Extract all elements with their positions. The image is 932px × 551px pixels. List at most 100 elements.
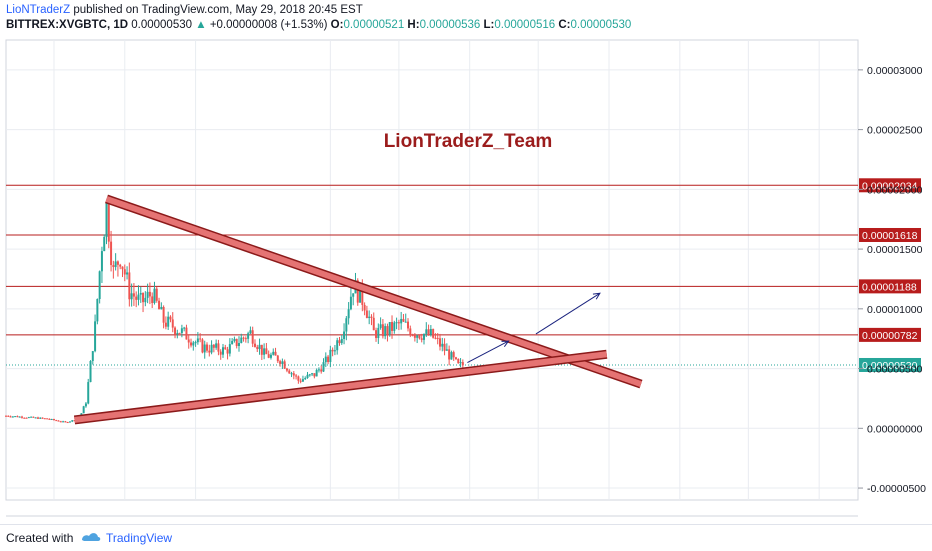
- y-tick-label: -0.00000500: [867, 483, 926, 495]
- candle-up: [423, 333, 426, 340]
- candle-down: [276, 355, 279, 362]
- candle-down: [253, 343, 256, 347]
- candle-down: [331, 349, 334, 352]
- candle-down: [7, 415, 10, 417]
- candle-up: [306, 374, 309, 378]
- candle-down: [235, 338, 238, 347]
- x-tick-label: Oct: [740, 523, 756, 524]
- price-chart[interactable]: 0.00002034 0.00001618 0.00001188 0.00000782…: [0, 36, 932, 524]
- y-axis[interactable]: 0.00003000 0.00002500 0.00002000 0.00001500…: [858, 65, 926, 495]
- candle-up: [203, 344, 206, 353]
- close-label: C:: [558, 19, 571, 31]
- candle-down: [279, 361, 282, 364]
- tradingview-brand[interactable]: TradingView: [106, 531, 173, 545]
- candle-up: [126, 272, 129, 275]
- candle-up: [304, 377, 307, 380]
- candle-up: [103, 237, 106, 252]
- candle-up: [429, 329, 432, 335]
- candle-down: [107, 202, 110, 242]
- candle-up: [281, 361, 284, 364]
- candle-down: [454, 357, 457, 359]
- candle-up: [324, 356, 327, 363]
- candle-down: [36, 417, 39, 419]
- candle-down: [285, 368, 288, 371]
- projection-arrow: [535, 292, 601, 335]
- trendlines[interactable]: [73, 194, 643, 425]
- symbol-label[interactable]: BITTREX:XVGBTC, 1D: [6, 19, 129, 31]
- candle-down: [299, 380, 302, 382]
- candle-up: [98, 271, 101, 299]
- price-level-badge: [859, 327, 921, 342]
- candle-down: [55, 420, 58, 422]
- upper-trendline: [105, 196, 642, 387]
- candle-up: [269, 354, 272, 358]
- candle-up: [34, 417, 37, 419]
- candle-down: [187, 339, 190, 343]
- chart-header: LioNTraderZ published on TradingView.com…: [0, 0, 932, 36]
- candle-up: [27, 417, 30, 419]
- tradingview-logo-icon[interactable]: [80, 530, 102, 547]
- candle-down: [443, 343, 446, 351]
- candle-down: [201, 339, 204, 353]
- candle-up: [247, 333, 250, 339]
- candle-up: [196, 338, 199, 343]
- candle-up: [14, 416, 17, 418]
- candle-down: [158, 300, 161, 310]
- last-price-label: 0.00000530: [862, 360, 918, 372]
- lower-trendline: [74, 351, 608, 423]
- candle-down: [283, 361, 286, 369]
- price-level-label: 0.00001188: [862, 281, 917, 293]
- last-price-badge: [859, 357, 921, 372]
- low-value: 0.00000516: [494, 19, 556, 31]
- candle-up: [349, 296, 352, 310]
- candle-down: [66, 422, 69, 424]
- candle-down: [356, 280, 359, 303]
- candle-up: [130, 293, 133, 300]
- candle-up: [100, 251, 103, 272]
- candle-down: [461, 362, 464, 366]
- candle-down: [386, 326, 389, 335]
- x-axis[interactable]: Dec 2018 Feb Apr May Jun Jul Aug Sep Oct Nov: [45, 523, 830, 524]
- x-tick-label: Jul: [531, 523, 544, 524]
- candle-up: [146, 291, 149, 298]
- y-tick-label: 0.00002500: [867, 125, 923, 137]
- open-label: O:: [330, 19, 344, 31]
- candle-down: [174, 327, 177, 335]
- candle-up: [144, 297, 147, 303]
- candle-up: [272, 351, 275, 355]
- candle-up: [249, 330, 252, 334]
- candle-up: [167, 316, 170, 327]
- x-tick-label: Apr: [322, 523, 339, 524]
- candle-down: [244, 338, 247, 340]
- candle-down: [292, 373, 295, 376]
- candle-up: [317, 369, 320, 371]
- candle-down: [142, 293, 145, 303]
- candle-down: [155, 288, 158, 301]
- y-tick-label: 0.00003000: [867, 65, 923, 77]
- candle-up: [450, 352, 453, 360]
- candle-down: [226, 349, 229, 354]
- candle-down: [363, 304, 366, 311]
- candle-up: [416, 335, 419, 338]
- candle-down: [217, 343, 220, 352]
- candle-up: [329, 349, 332, 363]
- candle-up: [62, 421, 65, 423]
- candle-down: [413, 335, 416, 338]
- author-link[interactable]: LioNTraderZ: [6, 4, 71, 16]
- candle-up: [50, 419, 53, 421]
- candle-down: [224, 347, 227, 350]
- x-tick-label: 2018: [113, 523, 137, 524]
- candle-down: [327, 356, 330, 363]
- candle-up: [347, 309, 350, 319]
- candle-up: [441, 343, 444, 347]
- candle-up: [105, 202, 108, 238]
- projection-arrows[interactable]: [467, 292, 601, 364]
- price-level-label: 0.00001618: [862, 230, 918, 242]
- candle-up: [322, 362, 325, 372]
- candle-up: [231, 340, 234, 345]
- candle-up: [345, 318, 348, 332]
- candle-up: [352, 293, 355, 297]
- publish-line: LioNTraderZ published on TradingView.com…: [6, 4, 363, 16]
- candle-up: [160, 306, 163, 310]
- candle-up: [39, 417, 42, 419]
